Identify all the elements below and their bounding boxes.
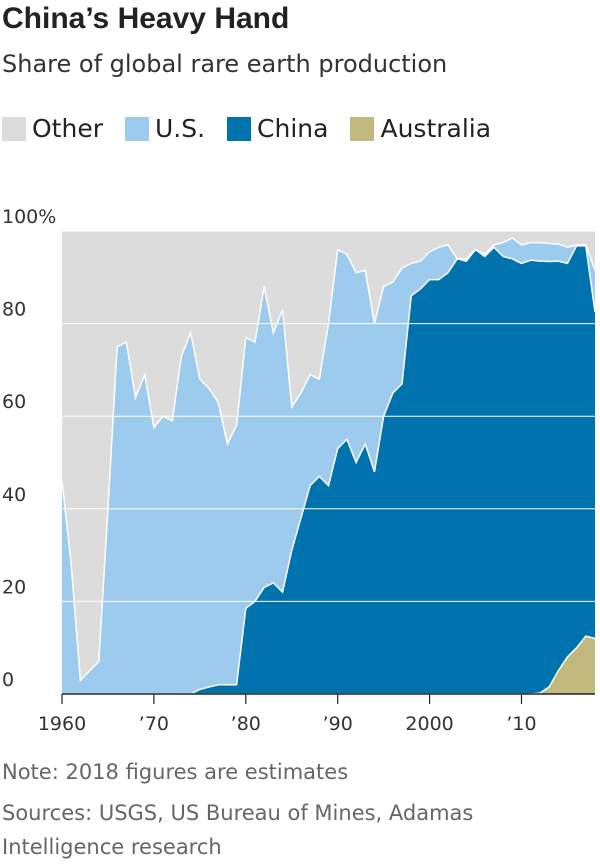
legend-item: Australia (350, 114, 491, 143)
y-tick-label: 100% (2, 206, 56, 228)
y-tick-label: 60 (2, 391, 26, 413)
area (62, 245, 595, 694)
sources: Sources: USGS, US Bureau of Mines, Adama… (2, 801, 474, 859)
legend-label: Other (32, 114, 103, 143)
legend-label: China (257, 114, 329, 143)
area (62, 231, 595, 681)
x-tick-label: 1960 (38, 713, 86, 735)
legend-item: Other (2, 114, 103, 143)
y-tick-label: 80 (2, 299, 26, 321)
chart-title: China’s Heavy Hand (2, 2, 290, 35)
x-tick-label: ’90 (323, 713, 353, 735)
x-tick-label: 2000 (405, 713, 453, 735)
legend-swatch (124, 116, 149, 141)
note: Note: 2018 figures are estimates (2, 760, 349, 784)
chart: 0 20 40 60 80 100% 1960 ’70 ’80 ’90 2000 ’10 (2, 206, 596, 735)
x-tick-label: ’10 (506, 713, 536, 735)
legend-label: Australia (380, 114, 492, 143)
legend-item: China (227, 114, 328, 143)
x-tick-label: ’70 (139, 713, 169, 735)
y-tick-label: 0 (2, 669, 14, 691)
area (62, 237, 595, 694)
legend-item: U.S. (124, 114, 206, 143)
legend-swatch (227, 116, 252, 141)
chart-subtitle: Share of global rare earth production (2, 50, 448, 78)
y-tick-label: 40 (2, 484, 26, 506)
x-tick-label: ’80 (231, 713, 261, 735)
y-tick-label: 20 (2, 576, 26, 598)
legend-label: U.S. (154, 114, 206, 143)
legend-swatch (350, 116, 375, 141)
legend-swatch (2, 116, 26, 141)
legend: Other U.S. China Australia (2, 114, 491, 143)
